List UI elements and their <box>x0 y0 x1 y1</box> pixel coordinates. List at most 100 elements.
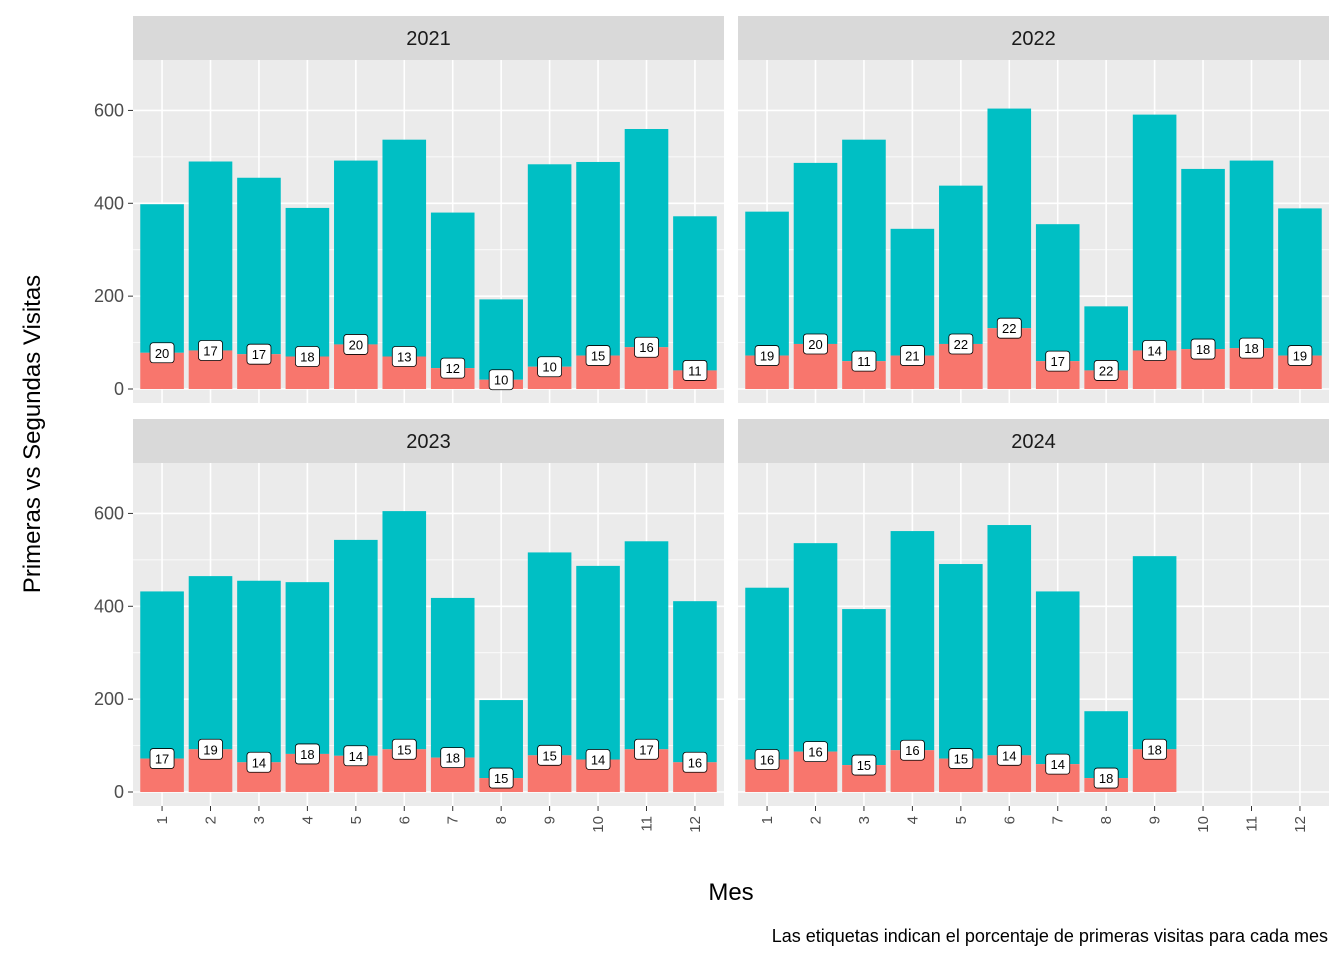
data-label-box <box>899 739 925 761</box>
data-label: 14 <box>1147 343 1161 358</box>
data-label: 13 <box>397 350 411 365</box>
data-label: 14 <box>1050 757 1064 772</box>
bar-second-visits <box>842 139 886 362</box>
panel-2022: 2022 19 20 11 21 22 22 17 22 14 18 18 19 <box>738 16 1329 403</box>
bar-second-visits <box>939 564 983 759</box>
bar-second-visits <box>1132 556 1177 750</box>
data-label: 14 <box>591 753 605 768</box>
x-tick-label: 1 <box>759 816 776 824</box>
x-tick-label: 6 <box>396 816 413 824</box>
facet-strip-label: 2023 <box>406 431 451 453</box>
data-label: 11 <box>688 363 702 378</box>
data-label: 11 <box>857 354 871 369</box>
bar-second-visits <box>140 204 184 353</box>
data-label: 21 <box>905 349 919 364</box>
data-label: 20 <box>349 337 363 352</box>
data-label-box <box>682 751 708 773</box>
data-label-box <box>851 350 877 372</box>
data-label-box <box>1190 338 1216 360</box>
data-label: 19 <box>760 349 774 364</box>
bar-second-visits <box>382 511 427 750</box>
bar-second-visits <box>188 576 233 750</box>
data-label-box <box>1287 345 1313 366</box>
data-label-box <box>996 317 1022 339</box>
data-label: 15 <box>397 742 411 757</box>
data-label-box <box>948 748 974 769</box>
facet-strip <box>133 419 724 463</box>
data-label: 17 <box>1050 354 1064 369</box>
y-tick-label: 200 <box>94 689 124 709</box>
bar-second-visits <box>237 177 281 355</box>
bar-second-visits <box>576 565 620 760</box>
data-label-box <box>1093 360 1119 381</box>
bar-second-visits <box>1278 208 1322 356</box>
data-label: 18 <box>445 751 459 766</box>
x-tick-label: 6 <box>1001 816 1018 824</box>
bar-second-visits <box>188 161 233 351</box>
data-label: 17 <box>203 343 217 358</box>
data-label-box <box>634 336 659 358</box>
bar-second-visits <box>527 164 572 367</box>
y-tick-label: 0 <box>114 782 124 802</box>
bar-second-visits <box>745 211 789 356</box>
data-label-box <box>1045 753 1071 775</box>
data-label: 10 <box>494 373 508 388</box>
x-tick-label: 3 <box>251 816 268 824</box>
data-label: 22 <box>954 337 968 352</box>
facet-strip <box>738 16 1329 60</box>
bar-second-visits <box>285 207 330 357</box>
data-label: 18 <box>300 350 314 365</box>
facet-strip-label: 2024 <box>1011 431 1056 453</box>
facet-strip-label: 2021 <box>406 28 451 50</box>
data-label: 15 <box>591 349 605 364</box>
data-label: 18 <box>1244 341 1258 356</box>
data-label: 16 <box>760 753 774 768</box>
data-label: 15 <box>494 771 508 786</box>
data-label-box <box>803 333 828 355</box>
bar-second-visits <box>430 212 475 369</box>
y-tick-label: 400 <box>94 193 124 213</box>
data-label-box <box>294 743 320 765</box>
data-label-box <box>1045 350 1071 372</box>
x-tick-label: 10 <box>1195 816 1212 833</box>
x-tick-label: 5 <box>953 816 970 824</box>
bar-second-visits <box>237 580 281 763</box>
bar-second-visits <box>673 601 717 763</box>
bar-second-visits <box>624 541 669 750</box>
bar-second-visits <box>842 609 886 766</box>
data-label-box <box>899 345 925 366</box>
data-label-box <box>948 333 974 355</box>
bar-second-visits <box>140 591 184 759</box>
data-label-box <box>634 738 659 760</box>
x-tick-label: 5 <box>348 816 365 824</box>
data-label: 19 <box>1293 349 1307 364</box>
data-label: 17 <box>252 347 266 362</box>
data-label: 20 <box>808 337 822 352</box>
data-label-box <box>488 369 514 391</box>
data-label-box <box>246 751 272 773</box>
data-label: 18 <box>1147 742 1161 757</box>
bar-second-visits <box>430 597 475 758</box>
y-tick-label: 600 <box>94 503 124 523</box>
x-tick-label: 12 <box>687 816 704 833</box>
data-label: 17 <box>155 752 169 767</box>
data-label: 14 <box>1002 748 1016 763</box>
data-label-box <box>1093 767 1119 789</box>
bar-second-visits <box>1035 591 1080 765</box>
bar-second-visits <box>382 139 427 357</box>
bar-second-visits <box>1181 168 1225 350</box>
bar-second-visits <box>479 299 523 380</box>
data-label: 16 <box>639 340 653 355</box>
data-label: 22 <box>1099 363 1113 378</box>
x-axis-title: Mes <box>708 879 753 906</box>
x-tick-label: 7 <box>445 816 462 824</box>
data-label-box <box>996 744 1022 766</box>
bar-second-visits <box>576 161 620 356</box>
data-label-box <box>149 342 175 364</box>
data-label-box <box>754 749 780 770</box>
data-label-box <box>440 357 466 379</box>
data-label: 17 <box>639 742 653 757</box>
